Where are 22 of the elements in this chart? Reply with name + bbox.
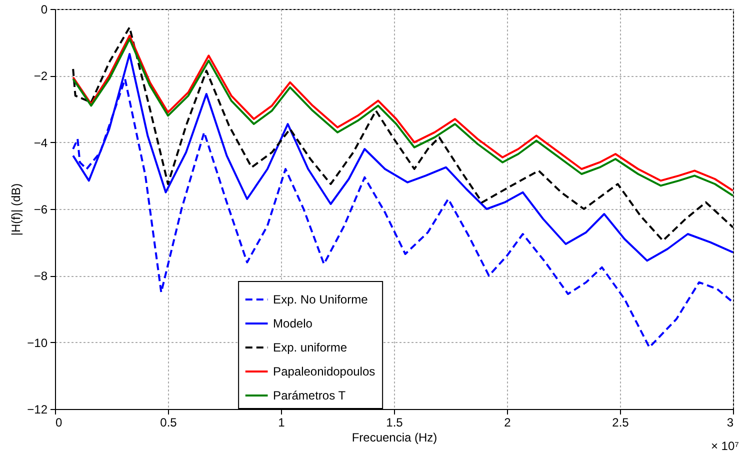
y-tick-label: −8 [34, 269, 48, 284]
x-tick-label: 3 [726, 416, 734, 430]
y-tick-label: 0 [40, 2, 48, 16]
x-tick-label: 2.5 [612, 416, 630, 430]
text: × 10⁷ [710, 439, 739, 453]
x-axis-title: Frecuencia (Hz) [352, 430, 438, 444]
legend-label: Exp. No Uniforme [273, 292, 368, 306]
legend-label: Modelo [273, 316, 313, 330]
x-tick-label: 0 [56, 416, 62, 430]
legend-label: Papaleonidopoulos [273, 364, 376, 378]
y-tick-label: −10 [27, 336, 48, 350]
x-tick-label: 1.5 [386, 416, 404, 430]
x-tick-label: 2 [504, 416, 512, 430]
y-tick-label: −6 [34, 202, 48, 216]
x-tick-label: 0.5 [160, 416, 178, 430]
y-tick-label: −12 [27, 402, 48, 416]
legend-label: Exp. uniforme [273, 340, 348, 354]
y-axis-title: |H(f)| (dB) [9, 183, 24, 236]
y-tick-label: −2 [34, 69, 48, 84]
y-tick-label: −4 [34, 136, 48, 150]
x-tick-label: 1 [278, 416, 286, 430]
legend-label: Parámetros T [273, 388, 346, 402]
